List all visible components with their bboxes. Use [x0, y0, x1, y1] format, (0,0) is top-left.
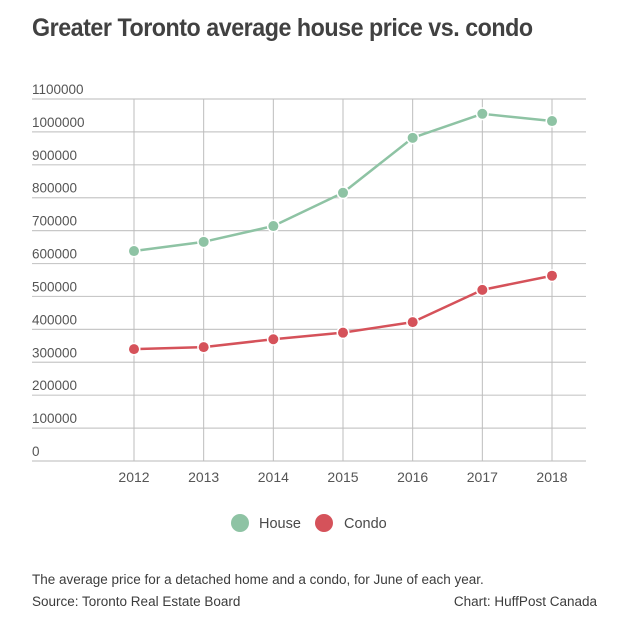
data-point-condo: [547, 270, 557, 281]
data-point-condo: [198, 342, 209, 353]
x-tick-label: 2013: [188, 469, 219, 485]
data-point-condo: [129, 344, 139, 355]
y-tick-label: 1100000: [32, 82, 84, 97]
data-point-condo: [477, 284, 488, 295]
x-tick-label: 2012: [118, 469, 149, 485]
y-tick-label: 300000: [32, 345, 77, 360]
y-tick-label: 700000: [32, 214, 77, 229]
chart-source: Source: Toronto Real Estate Board: [32, 594, 241, 609]
x-axis-tick-labels: 2012 2013 2014 2015 2016 2017 2018: [118, 469, 567, 485]
data-point-house: [477, 108, 488, 119]
series-points: [127, 107, 559, 356]
data-point-house: [268, 221, 279, 232]
x-tick-label: 2014: [258, 469, 289, 485]
y-tick-label: 600000: [32, 247, 77, 262]
legend: House Condo: [231, 514, 387, 532]
data-point-house: [547, 116, 557, 127]
chart-credit: Chart: HuffPost Canada: [453, 594, 597, 609]
legend-marker-house: [231, 514, 249, 532]
data-point-house: [129, 246, 139, 257]
data-point-condo: [268, 334, 279, 345]
legend-label-condo: Condo: [344, 516, 387, 532]
data-point-condo: [407, 317, 418, 328]
x-tick-label: 2016: [397, 469, 428, 485]
y-tick-label: 800000: [32, 181, 77, 196]
legend-label-house: House: [259, 516, 301, 532]
data-point-house: [198, 236, 209, 247]
chart-title: Greater Toronto average house price vs. …: [32, 14, 533, 42]
data-point-condo: [338, 327, 348, 338]
line-chart: 0 100000 200000 300000 400000 500000 600000 700…: [32, 82, 586, 532]
legend-marker-condo: [315, 514, 333, 532]
y-tick-label: 100000: [32, 411, 77, 426]
data-point-house: [338, 187, 348, 198]
x-tick-label: 2017: [467, 469, 498, 485]
chart-description: The average price for a detached home an…: [32, 572, 484, 587]
horizontal-gridlines: [32, 98, 586, 462]
y-tick-label: 200000: [32, 378, 77, 393]
y-tick-label: 400000: [32, 312, 77, 327]
y-tick-label: 1000000: [32, 115, 85, 130]
vertical-gridlines: [133, 99, 553, 461]
data-point-house: [407, 132, 418, 143]
y-tick-label: 900000: [32, 148, 77, 163]
y-axis-tick-labels: 0 100000 200000 300000 400000 500000 600000 700…: [32, 82, 85, 459]
y-tick-label: 500000: [32, 279, 77, 294]
x-tick-label: 2018: [536, 469, 567, 485]
y-tick-label: 0: [32, 444, 40, 459]
x-tick-label: 2015: [327, 469, 358, 485]
